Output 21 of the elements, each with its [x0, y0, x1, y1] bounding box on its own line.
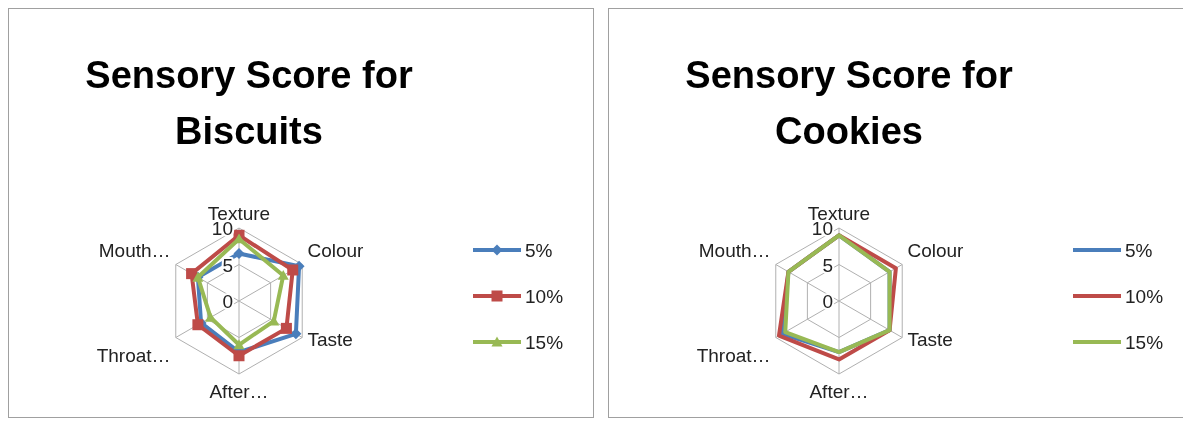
- spoke-label: Taste: [907, 328, 953, 350]
- spoke-label: Taste: [307, 328, 353, 350]
- legend-label: 15%: [525, 332, 564, 353]
- spoke-label: Throat…: [96, 344, 171, 366]
- spoke-label: Colour: [307, 239, 365, 261]
- y-tick-label: 5: [822, 254, 833, 276]
- legend-label: 10%: [1125, 286, 1164, 307]
- legend-label: 5%: [1125, 240, 1153, 261]
- legend-label: 15%: [1125, 332, 1164, 353]
- spoke-label: Throat…: [696, 344, 771, 366]
- y-tick-label: 0: [222, 291, 233, 312]
- legend-label: 5%: [525, 240, 553, 261]
- y-tick-label: 0: [822, 291, 833, 312]
- chart-title: Sensory Score for Biscuits: [85, 54, 413, 152]
- chart-title: Sensory Score for Cookies: [685, 54, 1013, 152]
- spoke-label: Mouth…: [698, 239, 771, 261]
- legend-label: 10%: [525, 286, 564, 307]
- spoke-label: Mouth…: [98, 239, 171, 261]
- spoke-label: After…: [209, 381, 269, 402]
- spoke-label: Colour: [907, 239, 965, 261]
- spoke-label: After…: [809, 381, 869, 402]
